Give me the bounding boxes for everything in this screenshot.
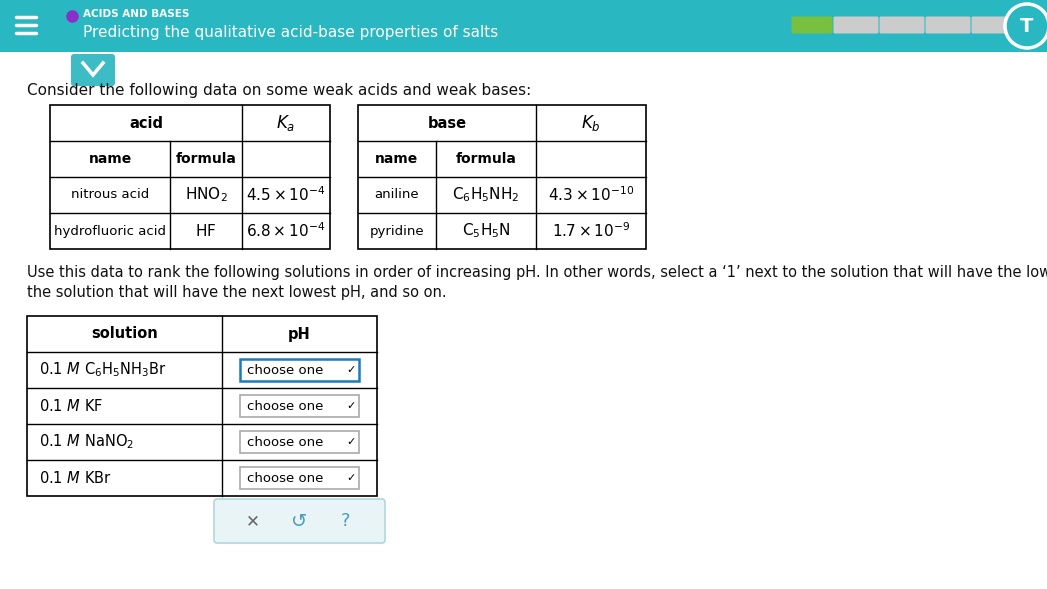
Text: $\mathrm{C_5H_5N}$: $\mathrm{C_5H_5N}$ — [462, 221, 510, 240]
Text: $K_a$: $K_a$ — [276, 113, 295, 133]
Text: ✓: ✓ — [347, 473, 356, 483]
Text: $\mathrm{HF}$: $\mathrm{HF}$ — [196, 223, 217, 239]
FancyBboxPatch shape — [972, 16, 1017, 34]
Text: nitrous acid: nitrous acid — [71, 188, 149, 201]
Text: pH: pH — [288, 326, 311, 342]
Text: $1.7\times10^{-9}$: $1.7\times10^{-9}$ — [552, 221, 630, 240]
Text: ACIDS AND BASES: ACIDS AND BASES — [83, 9, 190, 19]
Text: choose one: choose one — [247, 399, 324, 412]
Text: ?: ? — [341, 512, 351, 530]
Text: 0.1 $M$ $\mathrm{C_6H_5NH_3Br}$: 0.1 $M$ $\mathrm{C_6H_5NH_3Br}$ — [39, 360, 166, 379]
Text: Consider the following data on some weak acids and weak bases:: Consider the following data on some weak… — [27, 84, 531, 98]
Text: Use this data to rank the following solutions in order of increasing pH. In othe: Use this data to rank the following solu… — [27, 266, 1047, 280]
Text: $\mathrm{HNO_2}$: $\mathrm{HNO_2}$ — [184, 186, 227, 204]
Text: 0.1 $M$ $\mathrm{NaNO_2}$: 0.1 $M$ $\mathrm{NaNO_2}$ — [39, 433, 134, 451]
Text: ✕: ✕ — [246, 512, 261, 530]
Text: aniline: aniline — [375, 188, 419, 201]
Text: ✓: ✓ — [347, 365, 356, 375]
Text: $K_b$: $K_b$ — [581, 113, 601, 133]
Bar — [50, 105, 330, 249]
FancyBboxPatch shape — [71, 54, 115, 86]
Text: hydrofluoric acid: hydrofluoric acid — [54, 224, 166, 237]
Text: Predicting the qualitative acid-base properties of salts: Predicting the qualitative acid-base pro… — [83, 25, 498, 41]
Text: $4.3\times10^{-10}$: $4.3\times10^{-10}$ — [548, 186, 634, 204]
Text: ✓: ✓ — [347, 437, 356, 447]
FancyBboxPatch shape — [240, 395, 359, 417]
Text: ↺: ↺ — [291, 511, 308, 531]
FancyBboxPatch shape — [833, 16, 878, 34]
Text: formula: formula — [176, 152, 237, 166]
Text: $\mathrm{C_6H_5NH_2}$: $\mathrm{C_6H_5NH_2}$ — [452, 186, 519, 204]
Text: T: T — [1021, 16, 1033, 35]
Bar — [0, 0, 1047, 52]
Bar — [27, 316, 377, 496]
FancyBboxPatch shape — [792, 16, 832, 34]
Text: 0.1 $M$ KBr: 0.1 $M$ KBr — [39, 470, 112, 486]
Bar — [358, 105, 646, 249]
Text: $6.8\times10^{-4}$: $6.8\times10^{-4}$ — [246, 221, 326, 240]
Text: base: base — [427, 115, 467, 131]
FancyBboxPatch shape — [240, 359, 359, 381]
Text: pyridine: pyridine — [370, 224, 424, 237]
Text: choose one: choose one — [247, 472, 324, 485]
FancyBboxPatch shape — [214, 499, 385, 543]
Circle shape — [1005, 4, 1047, 48]
FancyBboxPatch shape — [240, 467, 359, 489]
Text: ✓: ✓ — [347, 401, 356, 411]
Text: name: name — [376, 152, 419, 166]
Text: choose one: choose one — [247, 363, 324, 376]
Text: solution: solution — [91, 326, 158, 342]
FancyBboxPatch shape — [926, 16, 971, 34]
Text: formula: formula — [455, 152, 516, 166]
Text: $4.5\times10^{-4}$: $4.5\times10^{-4}$ — [246, 186, 326, 204]
Text: acid: acid — [129, 115, 163, 131]
Text: 0.1 $M$ KF: 0.1 $M$ KF — [39, 398, 104, 414]
Text: name: name — [88, 152, 132, 166]
Text: choose one: choose one — [247, 435, 324, 448]
FancyBboxPatch shape — [240, 431, 359, 453]
Text: the solution that will have the next lowest pH, and so on.: the solution that will have the next low… — [27, 284, 447, 299]
FancyBboxPatch shape — [879, 16, 925, 34]
